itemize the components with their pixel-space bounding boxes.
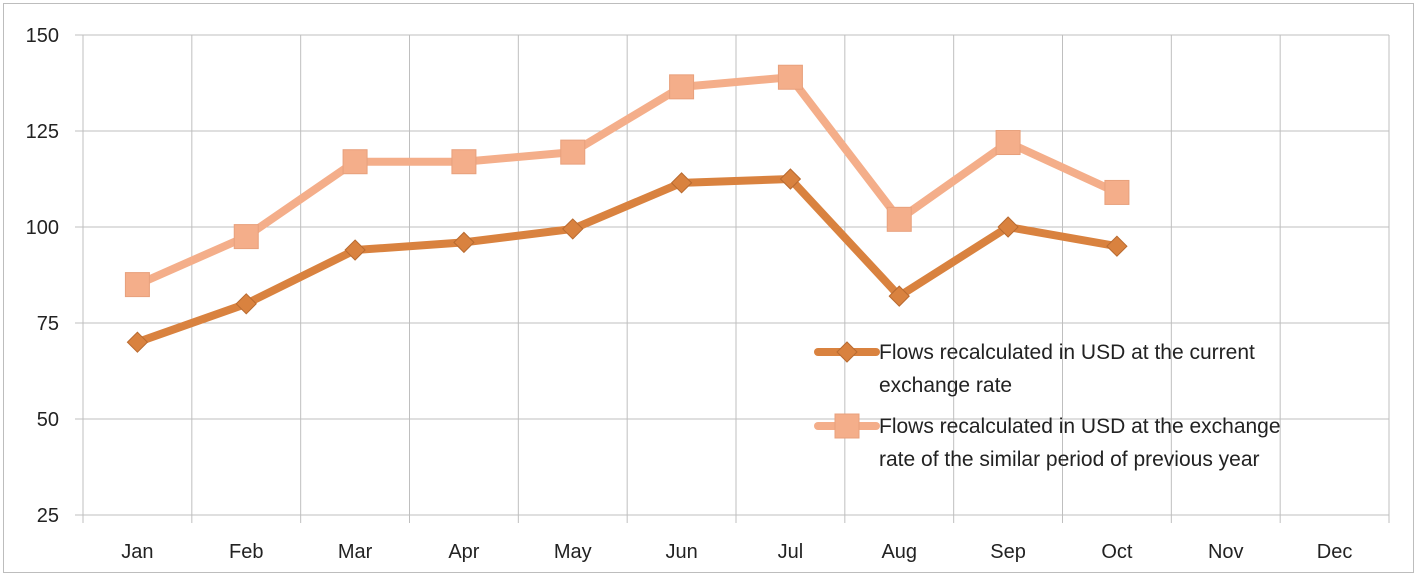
diamond-marker [670, 172, 693, 194]
y-tick-label: 100 [26, 217, 59, 239]
legend-label-line: Flows recalculated in USD at the current [879, 341, 1255, 364]
series-2-point-jan [124, 272, 150, 298]
series-1-point-apr [453, 231, 475, 254]
diamond-marker [888, 285, 910, 307]
diamond-marker [235, 293, 257, 315]
series-1-point-mar [344, 239, 366, 261]
series-1-point-jul [779, 168, 802, 190]
x-tick-label-mar: Mar [338, 541, 373, 563]
series-1-point-jan [126, 331, 149, 353]
square-marker [124, 272, 150, 298]
diamond-marker [126, 331, 149, 353]
grid [75, 34, 1390, 523]
series-2-line [133, 73, 1121, 289]
x-tick-label-nov: Nov [1208, 541, 1244, 563]
diamond-marker [1106, 235, 1128, 257]
legend-swatch-marker [834, 413, 860, 439]
series-2 [124, 64, 1130, 298]
square-marker [669, 74, 695, 100]
series-2-point-may [560, 139, 586, 165]
diamond-marker [836, 341, 858, 363]
square-marker [995, 130, 1021, 156]
x-tick-label-apr: Apr [448, 541, 479, 563]
x-tick-label-sep: Sep [990, 541, 1026, 563]
legend-entry-2: Flows recalculated in USD at the exchang… [814, 413, 1281, 471]
legend-label-line: exchange rate [879, 374, 1012, 397]
series-2-point-oct [1104, 179, 1130, 205]
x-tick-label-feb: Feb [229, 541, 263, 563]
series-1-point-feb [235, 293, 257, 315]
series-2-point-aug [886, 206, 912, 232]
square-marker [342, 149, 368, 175]
legend-swatch-marker [836, 341, 858, 363]
axes: 25 50 75 100 125 150 Jan Feb Mar Apr May Jun Jul Aug S… [26, 25, 1353, 563]
y-tick-label: 125 [26, 121, 59, 143]
x-tick-label-jan: Jan [121, 541, 153, 563]
x-tick-label-jun: Jun [665, 541, 697, 563]
x-tick-label-dec: Dec [1317, 541, 1353, 563]
y-tick-label: 75 [37, 313, 59, 335]
x-tick-label-jul: Jul [778, 541, 804, 563]
y-tick-label: 50 [37, 409, 59, 431]
series-2-point-apr [451, 149, 477, 175]
series-1-point-jun [670, 172, 693, 194]
chart-frame [3, 3, 1414, 573]
diamond-marker [997, 216, 1019, 238]
diamond-marker [453, 231, 475, 254]
legend-label-line: rate of the similar period of previous y… [879, 448, 1260, 471]
series-1 [126, 168, 1128, 353]
square-marker [451, 149, 477, 175]
series-1-point-oct [1106, 235, 1128, 257]
square-marker [834, 413, 860, 439]
series-2-point-mar [342, 149, 368, 175]
series-2-point-jul [777, 64, 803, 90]
series-layer [124, 64, 1130, 353]
diamond-marker [344, 239, 366, 261]
x-tick-label-may: May [554, 541, 592, 563]
square-marker [777, 64, 803, 90]
x-tick-label-aug: Aug [881, 541, 917, 563]
series-1-point-aug [888, 285, 910, 307]
square-marker [560, 139, 586, 165]
square-marker [233, 224, 259, 250]
series-2-point-jun [669, 74, 695, 100]
legend-label-line: Flows recalculated in USD at the exchang… [879, 415, 1281, 438]
square-marker [886, 206, 912, 232]
series-1-point-sep [997, 216, 1019, 238]
legend-entry-1: Flows recalculated in USD at the current… [814, 341, 1255, 397]
series-1-point-may [562, 218, 584, 240]
diamond-marker [779, 168, 802, 190]
legend: Flows recalculated in USD at the current… [814, 341, 1281, 471]
series-1-line [133, 175, 1121, 347]
y-tick-label: 25 [37, 505, 59, 527]
diamond-marker [562, 218, 584, 240]
square-marker [1104, 179, 1130, 205]
y-tick-label: 150 [26, 25, 59, 47]
series-2-point-feb [233, 224, 259, 250]
series-2-point-sep [995, 130, 1021, 156]
x-tick-label-oct: Oct [1101, 541, 1133, 563]
